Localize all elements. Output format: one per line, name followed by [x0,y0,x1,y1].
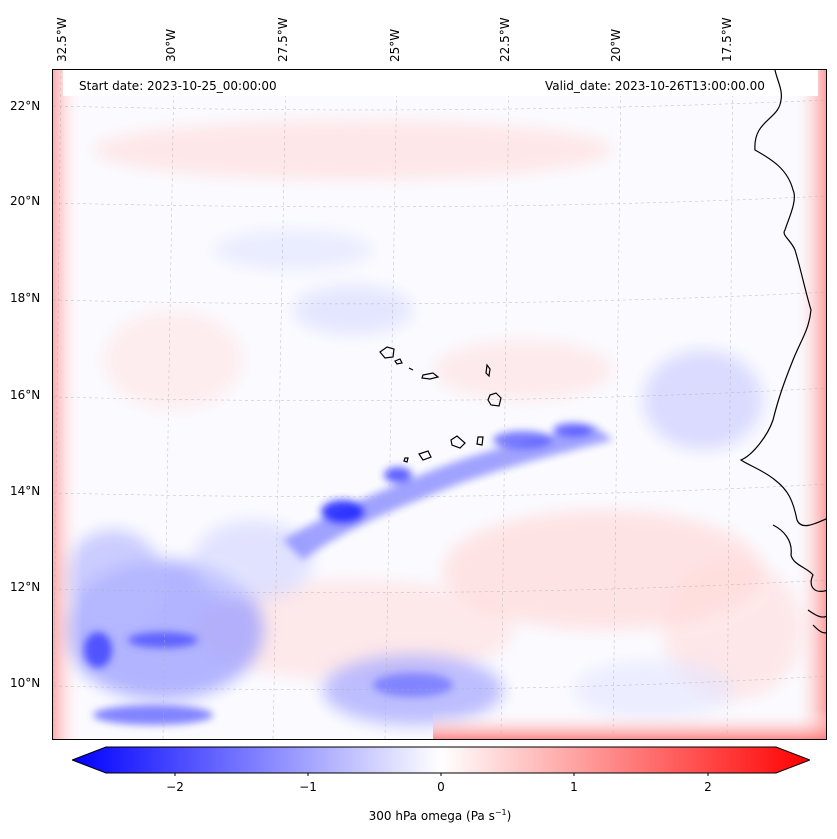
right-edge-band [793,70,826,739]
lon-label-30w: 30°W [164,28,178,62]
lon-label-32-5w: 32.5°W [55,17,69,62]
lon-label-27-5w: 27.5°W [276,17,290,62]
valid-date-text: Valid_date: 2023-10-26T13:00:00.00 [545,79,765,93]
lat-label-18n: 18°N [10,291,41,305]
convective-band [84,423,613,725]
lat-label-16n: 16°N [10,388,41,402]
colorbar-ticks [174,773,709,776]
lon-label-22-5w: 22.5°W [498,17,512,62]
left-edge-band [53,70,83,739]
start-date-text: Start date: 2023-10-25_00:00:00 [79,79,277,93]
lat-label-20n: 20°N [10,194,41,208]
lat-label-12n: 12°N [10,580,41,594]
colorbar-body [72,746,810,774]
bottom-edge-band [433,710,826,739]
lon-label-20w: 20°W [609,28,623,62]
colorbar-label: 300 hPa omega (Pa s−1) [368,808,512,823]
colorbar-tick-2: 2 [704,780,712,794]
lat-label-22n: 22°N [10,99,41,113]
colorbar [72,746,810,776]
omega-map-panel [52,69,827,740]
colorbar-tick-0: 0 [437,780,445,794]
africa-coastline [739,70,826,634]
positive-omega-areas [93,120,803,700]
colorbar-tick-minus1: −1 [299,780,317,794]
omega-field-svg [53,70,826,739]
lon-label-25w: 25°W [388,28,402,62]
colorbar-tick-1: 1 [570,780,578,794]
lat-label-14n: 14°N [10,484,41,498]
graticule [53,70,826,739]
header-strip [63,70,818,96]
lat-label-10n: 10°N [10,676,41,690]
lon-label-17-5w: 17.5°W [720,17,734,62]
colorbar-tick-minus2: −2 [166,780,184,794]
cabo-verde-islands [379,346,502,463]
